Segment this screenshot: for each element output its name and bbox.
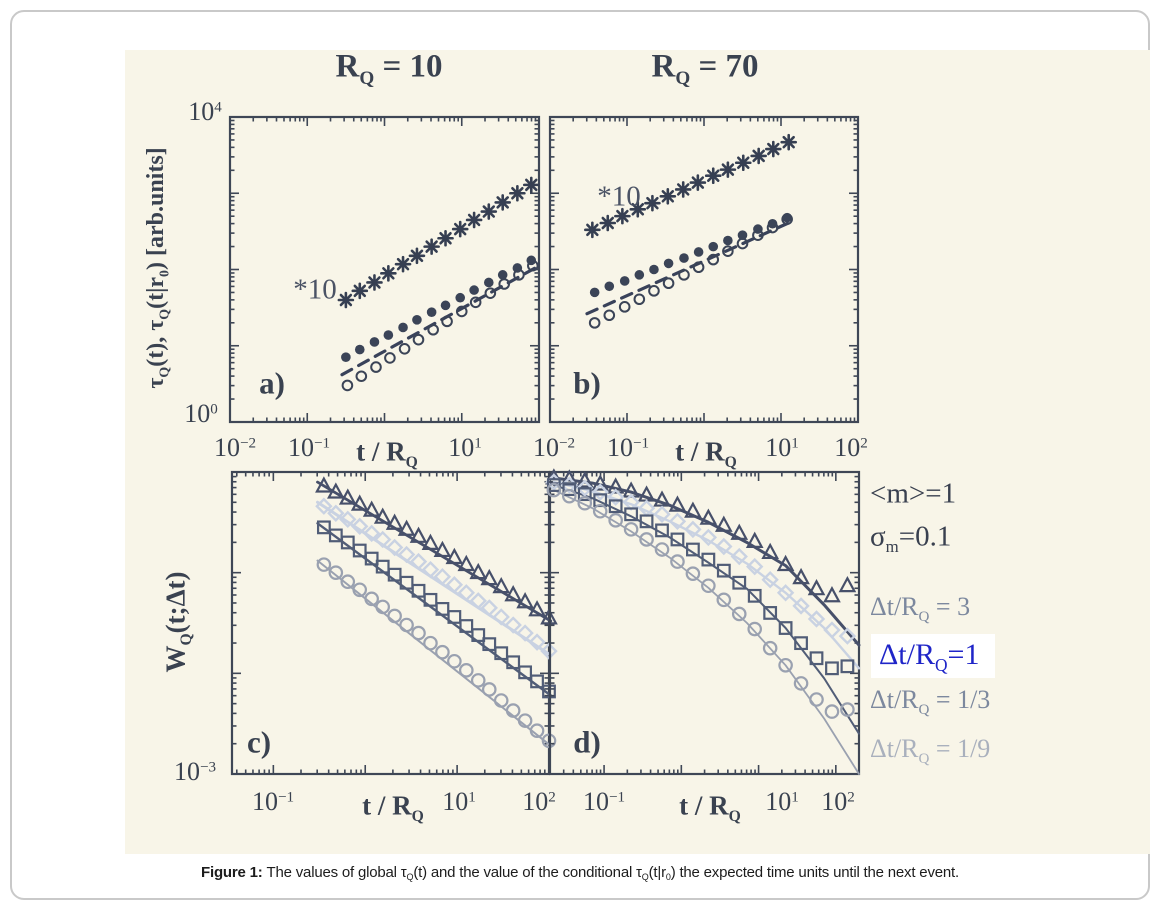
panel-c-fit-squares-line bbox=[316, 522, 552, 697]
panel-c-diamonds-series bbox=[315, 497, 558, 660]
panel-b-ticks bbox=[550, 117, 858, 422]
panel-d-diamonds-series bbox=[545, 473, 857, 645]
figure-card: RQ = 10 RQ = 70 τQ(t), τQ(t|r0) [arb.units… bbox=[10, 10, 1150, 900]
panel-a-fit-dashed-line bbox=[340, 266, 537, 377]
panel-d bbox=[545, 468, 861, 776]
panel-d-fit-diamonds-line bbox=[552, 480, 861, 670]
figure-svg bbox=[228, 115, 861, 776]
panel-b-filled-circles-series bbox=[589, 212, 792, 298]
panel-c bbox=[230, 470, 558, 776]
panel-d-squares-series bbox=[546, 478, 855, 676]
panel-a-filled-circles-series bbox=[341, 255, 537, 362]
panel-a bbox=[228, 115, 541, 424]
panel-c-fit-circles-line bbox=[316, 559, 552, 747]
panel-a-asterisks-x10-series bbox=[337, 176, 540, 309]
panel-b-frame bbox=[548, 115, 860, 424]
panel-c-fit-triangles-line bbox=[316, 480, 553, 623]
figure-image: RQ = 10 RQ = 70 τQ(t), τQ(t|r0) [arb.units… bbox=[125, 50, 1150, 854]
panel-b-open-circles-series bbox=[588, 213, 793, 329]
panel-a-ticks bbox=[230, 117, 539, 422]
panel-b bbox=[548, 115, 860, 424]
figure-background bbox=[125, 50, 1150, 854]
panel-b-fit-dashed-line bbox=[585, 220, 792, 316]
panel-c-squares-series bbox=[316, 520, 556, 699]
figure-caption: Figure 1: The values of global τQ(t) and… bbox=[201, 864, 959, 883]
panel-a-open-circles-series bbox=[341, 259, 539, 392]
panel-d-circles-series bbox=[546, 482, 855, 719]
panel-b-asterisks-x10-series bbox=[584, 133, 798, 239]
panel-c-ticks bbox=[232, 472, 549, 774]
panel-d-ticks bbox=[550, 472, 859, 774]
panel-c-circles-series bbox=[316, 557, 557, 749]
panel-c-triangles-series bbox=[315, 476, 558, 625]
